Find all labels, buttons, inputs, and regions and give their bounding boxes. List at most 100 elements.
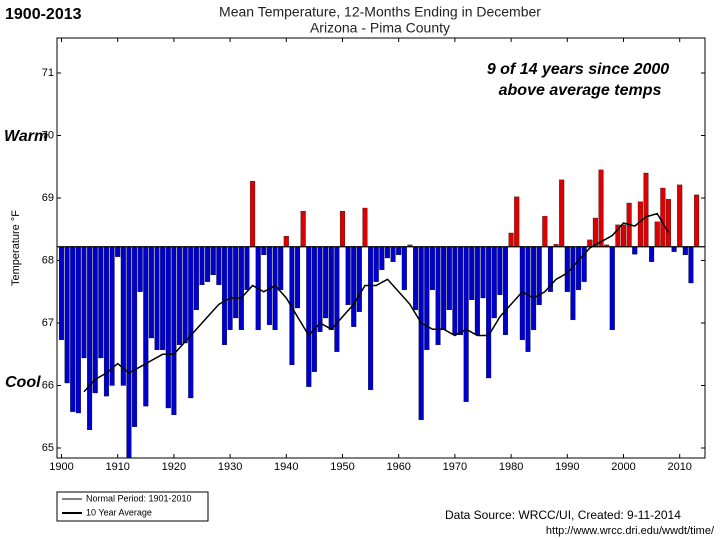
bar bbox=[98, 246, 104, 359]
x-tick-label: 1930 bbox=[218, 461, 242, 473]
y-tick-label: 68 bbox=[42, 254, 54, 266]
average-line bbox=[83, 212, 670, 393]
bar bbox=[413, 246, 419, 311]
bar bbox=[70, 246, 76, 412]
bar bbox=[233, 246, 239, 319]
bar bbox=[677, 184, 683, 247]
bar bbox=[120, 246, 126, 386]
bar bbox=[373, 246, 379, 282]
bar bbox=[137, 246, 143, 292]
x-tick-label: 1990 bbox=[555, 461, 579, 473]
x-tick-label: 1940 bbox=[274, 461, 298, 473]
y-tick-label: 65 bbox=[42, 442, 54, 454]
bar bbox=[278, 246, 284, 291]
y-tick-label: 71 bbox=[42, 67, 54, 79]
bar bbox=[694, 194, 700, 247]
bar bbox=[221, 246, 227, 346]
bar bbox=[317, 246, 323, 332]
bar bbox=[160, 246, 166, 351]
bar bbox=[559, 179, 565, 247]
bar bbox=[210, 246, 216, 276]
bar bbox=[508, 232, 514, 247]
bar bbox=[143, 246, 149, 407]
bar bbox=[452, 246, 458, 336]
bar bbox=[266, 246, 272, 326]
bar bbox=[295, 246, 301, 309]
bar bbox=[193, 246, 199, 311]
bar bbox=[665, 199, 671, 247]
bar bbox=[283, 235, 289, 247]
x-tick-label: 1920 bbox=[162, 461, 186, 473]
bar bbox=[480, 246, 486, 299]
bar bbox=[75, 246, 81, 414]
bar bbox=[328, 246, 334, 331]
bar bbox=[576, 246, 582, 291]
bar bbox=[92, 246, 98, 394]
bar bbox=[542, 215, 548, 247]
legend-label: Normal Period: 1901-2010 bbox=[86, 493, 192, 503]
bar bbox=[379, 246, 385, 271]
bar bbox=[250, 180, 256, 247]
corner-label: 1900-2013 bbox=[5, 6, 82, 23]
bar bbox=[356, 246, 362, 312]
bar bbox=[227, 246, 233, 331]
annotation: above average temps bbox=[499, 82, 662, 99]
bar bbox=[531, 246, 537, 331]
legend-box bbox=[56, 491, 209, 522]
bar bbox=[334, 246, 340, 352]
url: http://www.wrcc.dri.edu/wwdt/time/ bbox=[546, 525, 715, 537]
bar bbox=[244, 246, 250, 291]
bar bbox=[199, 246, 205, 286]
bar bbox=[171, 246, 177, 416]
bar bbox=[458, 246, 464, 336]
bar bbox=[126, 246, 132, 458]
bar bbox=[688, 246, 694, 284]
chart-title: Mean Temperature, 12-Months Ending in De… bbox=[219, 4, 541, 20]
legend-label: 10 Year Average bbox=[86, 507, 152, 517]
bar bbox=[368, 246, 374, 391]
bar bbox=[660, 187, 666, 247]
bar bbox=[497, 246, 503, 296]
bar bbox=[587, 239, 593, 247]
bar bbox=[401, 246, 407, 291]
bar bbox=[469, 246, 475, 301]
data-source: Data Source: WRCC/UI, Created: 9-11-2014 bbox=[445, 508, 681, 522]
bar bbox=[643, 172, 649, 247]
bar bbox=[362, 207, 368, 247]
bar bbox=[390, 246, 396, 262]
bar bbox=[418, 246, 424, 421]
y-tick-label: 67 bbox=[42, 317, 54, 329]
x-tick-label: 1910 bbox=[105, 461, 129, 473]
bar bbox=[345, 246, 351, 306]
bar bbox=[592, 217, 598, 247]
annotation: 9 of 14 years since 2000 bbox=[487, 61, 669, 78]
y-tick-label: 70 bbox=[42, 129, 54, 141]
bar bbox=[351, 246, 357, 327]
bar bbox=[570, 246, 576, 321]
chart-subtitle: Arizona - Pima County bbox=[310, 20, 450, 36]
bar bbox=[384, 246, 390, 259]
bar bbox=[261, 246, 267, 256]
bar bbox=[609, 246, 615, 331]
bar bbox=[637, 201, 643, 247]
bar bbox=[654, 221, 660, 247]
warm-label: Warm bbox=[4, 128, 48, 145]
bar bbox=[441, 246, 447, 331]
bar bbox=[238, 246, 244, 331]
bar bbox=[429, 246, 435, 291]
bar bbox=[435, 246, 441, 346]
bar bbox=[514, 196, 520, 247]
bar bbox=[148, 246, 154, 339]
x-tick-label: 2010 bbox=[667, 461, 691, 473]
bar bbox=[311, 246, 317, 372]
bar bbox=[649, 246, 655, 262]
bar bbox=[115, 246, 121, 257]
bar bbox=[58, 246, 65, 341]
bar bbox=[81, 246, 87, 359]
x-tick-label: 1900 bbox=[49, 461, 73, 473]
y-tick-label: 66 bbox=[42, 379, 54, 391]
bar bbox=[424, 246, 430, 351]
bar bbox=[620, 224, 627, 247]
bar bbox=[474, 246, 480, 336]
